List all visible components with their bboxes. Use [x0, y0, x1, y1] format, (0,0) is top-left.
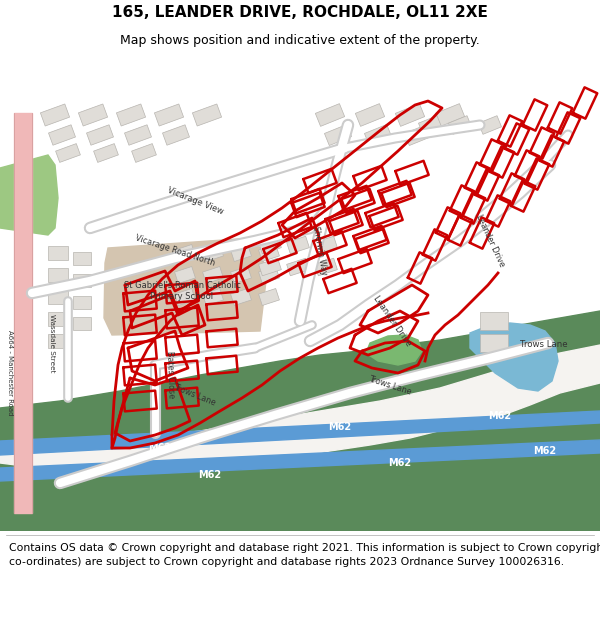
Bar — [287, 258, 310, 276]
Bar — [364, 124, 392, 146]
Bar — [131, 144, 157, 162]
Bar — [94, 144, 118, 162]
Text: Sherwin Way: Sherwin Way — [311, 226, 329, 276]
Bar — [418, 116, 442, 134]
Text: M62: M62 — [328, 422, 352, 432]
Text: Map shows position and indicative extent of the property.: Map shows position and indicative extent… — [120, 34, 480, 47]
Text: Trows Lane: Trows Lane — [173, 382, 217, 408]
Bar — [49, 125, 76, 145]
Polygon shape — [104, 238, 266, 335]
Bar — [448, 116, 472, 134]
Bar — [404, 124, 431, 146]
Text: Leander Drive: Leander Drive — [371, 294, 413, 348]
Bar — [73, 251, 91, 264]
Text: Bates Close: Bates Close — [164, 351, 175, 399]
Bar — [203, 266, 223, 284]
Text: M62: M62 — [148, 443, 172, 453]
Text: Trows Lane: Trows Lane — [368, 374, 412, 396]
Bar — [314, 236, 337, 254]
Bar — [48, 312, 68, 326]
Bar — [259, 266, 280, 284]
Bar — [56, 144, 80, 162]
Text: Vicarage Road North: Vicarage Road North — [134, 234, 216, 268]
Text: Trows Lane: Trows Lane — [520, 341, 568, 349]
Text: Vicarage View: Vicarage View — [166, 186, 224, 216]
Bar — [175, 289, 196, 306]
Bar — [259, 289, 280, 306]
Bar — [478, 116, 502, 134]
Bar — [480, 312, 508, 330]
Text: A664 - Manchester Road: A664 - Manchester Road — [7, 330, 13, 416]
Bar — [48, 290, 68, 304]
Bar — [203, 244, 223, 261]
Bar — [314, 258, 337, 276]
Bar — [73, 296, 91, 309]
Polygon shape — [0, 311, 600, 531]
Bar — [48, 334, 68, 348]
Bar — [193, 104, 221, 126]
Text: Contains OS data © Crown copyright and database right 2021. This information is : Contains OS data © Crown copyright and d… — [9, 543, 600, 567]
Polygon shape — [0, 345, 600, 473]
Bar — [395, 104, 425, 126]
Bar — [79, 104, 107, 126]
Bar — [48, 268, 68, 282]
Text: M62: M62 — [388, 458, 412, 468]
Text: Wassdale Street: Wassdale Street — [49, 314, 55, 372]
Bar — [316, 104, 344, 126]
Text: Leander Drive: Leander Drive — [474, 213, 506, 269]
Bar — [175, 244, 196, 261]
Bar — [73, 318, 91, 331]
Bar — [259, 236, 281, 254]
Bar — [163, 125, 190, 145]
Polygon shape — [14, 113, 32, 513]
Bar — [116, 104, 146, 126]
Bar — [259, 258, 281, 276]
Text: M62: M62 — [488, 411, 512, 421]
Bar — [230, 244, 251, 261]
Bar — [73, 274, 91, 286]
Bar — [436, 104, 464, 126]
Text: 165, LEANDER DRIVE, ROCHDALE, OL11 2XE: 165, LEANDER DRIVE, ROCHDALE, OL11 2XE — [112, 5, 488, 20]
Bar — [355, 104, 385, 126]
Bar — [125, 125, 151, 145]
Bar — [259, 244, 280, 261]
Text: St Gabriel's Roman Catholic
Primary School: St Gabriel's Roman Catholic Primary Scho… — [124, 281, 241, 301]
Text: M62: M62 — [533, 446, 557, 456]
Bar — [480, 334, 508, 352]
Bar — [86, 125, 113, 145]
Bar — [40, 104, 70, 126]
Bar — [203, 289, 223, 306]
Bar — [48, 246, 68, 260]
Text: M62: M62 — [199, 470, 221, 480]
Bar — [230, 266, 251, 284]
Polygon shape — [470, 323, 558, 391]
Bar — [154, 104, 184, 126]
Polygon shape — [0, 155, 58, 235]
Bar — [325, 124, 352, 146]
Polygon shape — [366, 335, 422, 365]
Bar — [175, 266, 196, 284]
Bar — [230, 289, 251, 306]
Bar — [287, 236, 310, 254]
